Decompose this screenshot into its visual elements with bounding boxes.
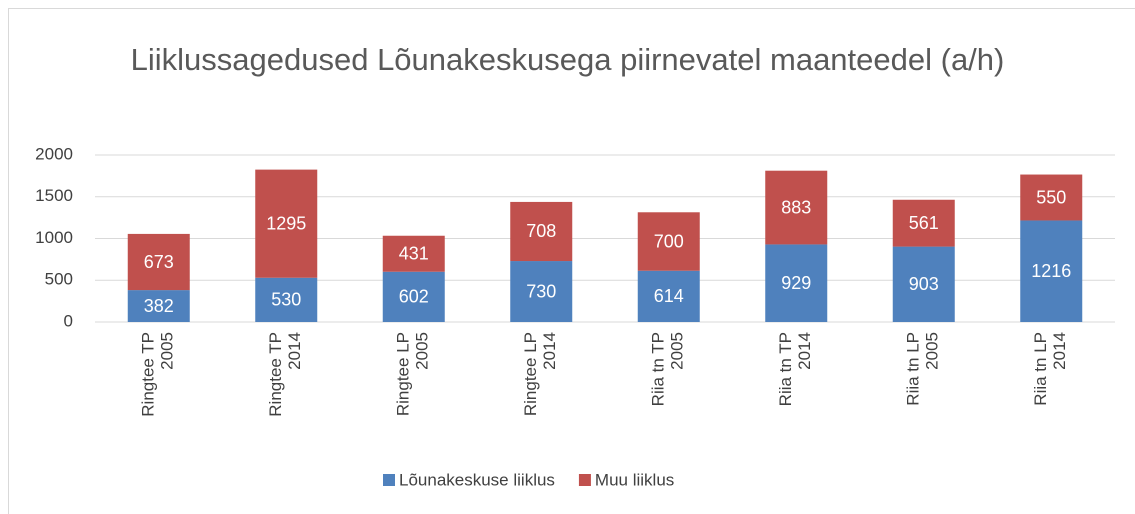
data-label: 602	[399, 287, 429, 307]
legend-swatch	[578, 474, 591, 486]
bar-segment	[510, 201, 573, 262]
x-tick-label: 2005	[668, 332, 687, 370]
chart-border	[8, 8, 1135, 514]
x-tick-label: Riia tn TP	[776, 332, 795, 406]
data-label: 530	[271, 290, 301, 310]
bar-segment	[892, 246, 955, 322]
data-label: 929	[781, 273, 811, 293]
data-label: 550	[1036, 187, 1066, 207]
data-label: 903	[909, 274, 939, 294]
x-tick-label: Riia tn LP	[1031, 332, 1050, 406]
y-tick-label: 500	[45, 270, 73, 289]
data-label: 708	[526, 221, 556, 241]
x-tick-label: 2014	[540, 332, 559, 370]
y-tick-label: 0	[64, 311, 73, 330]
data-label: 431	[399, 243, 429, 263]
bar-segment	[255, 277, 318, 322]
legend-label: Lõunakeskuse liiklus	[399, 470, 555, 489]
data-label: 614	[654, 286, 684, 306]
x-tick-label: Ringtee TP	[139, 332, 158, 417]
x-tick-label: Ringtee TP	[266, 332, 285, 417]
bar-segment	[892, 199, 955, 247]
legend-swatch	[383, 474, 395, 486]
y-tick-label: 1000	[35, 228, 73, 247]
x-tick-label: 2014	[285, 332, 304, 370]
bar-segment	[382, 235, 445, 272]
data-label: 700	[654, 231, 684, 251]
bar-segment	[1020, 174, 1083, 221]
bar-segment	[1020, 220, 1083, 322]
data-label: 673	[144, 252, 174, 272]
chart-title: Liiklussagedused Lõunakeskusega piirneva…	[130, 42, 1005, 77]
legend-label: Muu liiklus	[595, 470, 674, 489]
bar-segment	[637, 270, 700, 322]
x-tick-label: Riia tn TP	[649, 332, 668, 406]
data-label: 561	[909, 213, 939, 233]
data-label: 1216	[1031, 261, 1071, 281]
x-tick-label: 2005	[923, 332, 942, 370]
x-tick-label: Ringtee LP	[394, 332, 413, 416]
data-label: 730	[526, 281, 556, 301]
data-label: 883	[781, 197, 811, 217]
y-tick-label: 2000	[35, 144, 73, 163]
x-tick-label: Riia tn LP	[904, 332, 923, 406]
bar-segment	[637, 212, 700, 271]
x-tick-label: 2005	[158, 332, 177, 370]
x-tick-label: 2014	[1050, 332, 1069, 370]
x-tick-label: 2014	[795, 332, 814, 370]
bar-segment	[510, 261, 573, 322]
x-tick-label: 2005	[413, 332, 432, 370]
bar-segment	[765, 170, 828, 245]
data-label: 1295	[266, 213, 306, 233]
bar-segment	[765, 244, 828, 322]
bar-segment	[255, 169, 318, 278]
y-tick-label: 1500	[35, 186, 73, 205]
x-tick-label: Ringtee LP	[521, 332, 540, 416]
bar-segment	[382, 271, 445, 322]
data-label: 382	[144, 296, 174, 316]
bar-segment	[127, 290, 190, 322]
bar-segment	[127, 233, 190, 291]
